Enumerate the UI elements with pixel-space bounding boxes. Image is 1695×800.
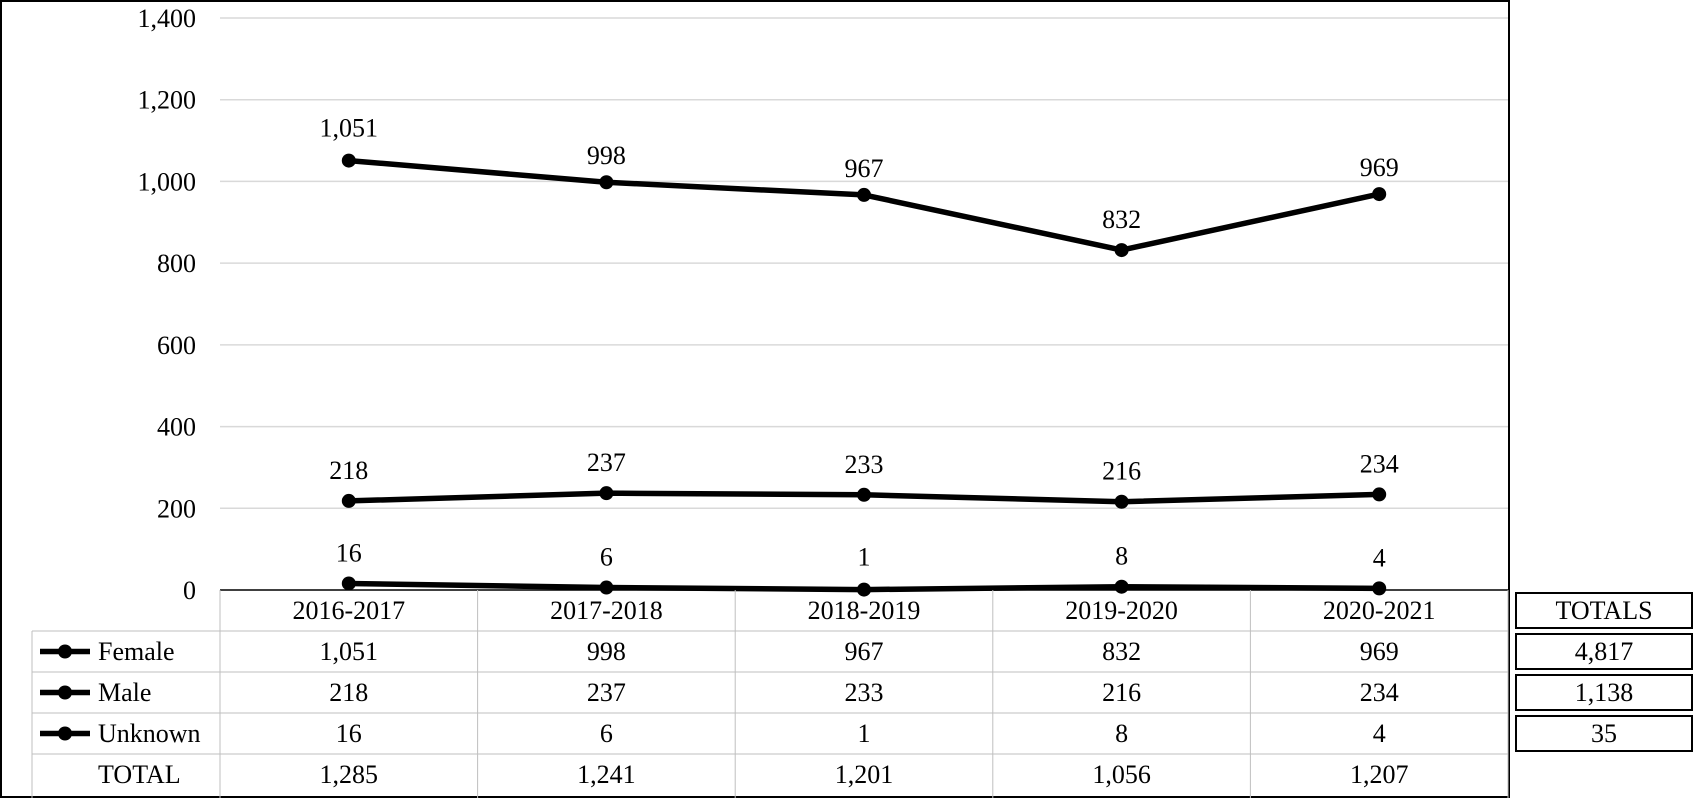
table-row-label: Male [98, 678, 151, 707]
y-tick-label: 1,000 [138, 167, 197, 196]
table-cell: 1,207 [1350, 760, 1409, 789]
table-cell: 1,201 [835, 760, 894, 789]
data-point [599, 580, 614, 595]
data-point [599, 175, 614, 190]
total-unknown: 35 [1515, 715, 1693, 752]
table-cell: 233 [845, 678, 884, 707]
y-tick-label: 1,400 [138, 4, 197, 33]
total-male: 1,138 [1515, 674, 1693, 711]
table-cell: 1 [858, 719, 871, 748]
table-cell: 1,051 [320, 637, 379, 666]
data-point [1372, 581, 1387, 596]
data-point [857, 187, 871, 202]
table-cell: 1,241 [577, 760, 636, 789]
data-label: 233 [845, 450, 884, 479]
data-label: 218 [329, 456, 368, 485]
y-tick-label: 600 [157, 331, 196, 360]
data-point [1114, 579, 1129, 594]
totals-table: TOTALS 4,817 1,138 35 [1515, 592, 1693, 756]
table-row-label: Unknown [98, 719, 201, 748]
y-tick-label: 200 [157, 494, 196, 523]
x-category-label: 2017-2018 [550, 596, 663, 625]
data-point [341, 576, 356, 591]
data-label: 1 [858, 543, 871, 572]
table-cell: 6 [600, 719, 613, 748]
table-cell: 216 [1102, 678, 1141, 707]
data-point [1372, 487, 1387, 502]
x-category-label: 2020-2021 [1323, 596, 1436, 625]
y-tick-label: 800 [157, 249, 196, 278]
data-label: 234 [1360, 449, 1399, 478]
table-cell: 4 [1373, 719, 1386, 748]
data-point [599, 486, 614, 501]
y-tick-label: 0 [183, 576, 196, 605]
x-category-label: 2019-2020 [1065, 596, 1178, 625]
table-cell: 832 [1102, 637, 1141, 666]
data-label: 4 [1373, 543, 1386, 572]
data-label: 832 [1102, 205, 1141, 234]
data-label: 1,051 [320, 114, 379, 143]
legend-marker [58, 644, 72, 659]
table-cell: 234 [1360, 678, 1399, 707]
table-cell: 967 [845, 637, 884, 666]
data-label: 237 [587, 448, 626, 477]
table-cell: 1,056 [1092, 760, 1151, 789]
data-point [857, 487, 871, 502]
table-cell: 998 [587, 637, 626, 666]
data-point [1372, 187, 1387, 202]
table-cell: 8 [1115, 719, 1128, 748]
table-row-label: Female [98, 637, 175, 666]
totals-header: TOTALS [1515, 592, 1693, 629]
data-label: 8 [1115, 542, 1128, 571]
table-cell: 237 [587, 678, 626, 707]
data-label: 998 [587, 141, 626, 170]
legend-marker [58, 685, 72, 700]
data-point [341, 153, 356, 168]
x-category-label: 2016-2017 [292, 596, 405, 625]
data-label: 967 [845, 154, 884, 183]
data-label: 16 [336, 538, 362, 567]
table-cell: 218 [329, 678, 368, 707]
table-cell: 16 [336, 719, 362, 748]
y-tick-label: 400 [157, 413, 196, 442]
total-female: 4,817 [1515, 633, 1693, 670]
data-point [1114, 243, 1129, 258]
data-label: 6 [600, 543, 613, 572]
table-cell: 1,285 [320, 760, 379, 789]
data-label: 969 [1360, 153, 1399, 182]
data-point [857, 582, 871, 597]
table-row-label: TOTAL [98, 760, 181, 789]
legend-marker [58, 726, 72, 741]
data-label: 216 [1102, 457, 1141, 486]
data-point [341, 493, 356, 508]
data-point [1114, 494, 1129, 509]
table-cell: 969 [1360, 637, 1399, 666]
x-category-label: 2018-2019 [808, 596, 921, 625]
chart-frame [0, 0, 1510, 798]
line-chart: 0 200 400 600 800 1,000 1,200 1,400 1,051 998 967 8… [31, 4, 1509, 798]
y-tick-label: 1,200 [138, 86, 197, 115]
